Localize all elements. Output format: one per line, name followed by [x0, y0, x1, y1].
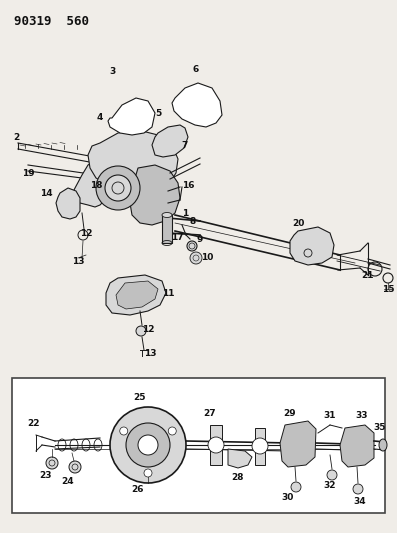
Polygon shape [108, 98, 155, 135]
Text: 28: 28 [232, 473, 244, 482]
Text: 29: 29 [284, 408, 296, 417]
Text: 27: 27 [204, 408, 216, 417]
Polygon shape [280, 421, 316, 467]
Circle shape [69, 461, 81, 473]
Circle shape [96, 166, 140, 210]
Text: 6: 6 [193, 64, 199, 74]
Text: 20: 20 [292, 219, 304, 228]
Polygon shape [255, 428, 265, 465]
Text: 10: 10 [201, 253, 213, 262]
Text: 22: 22 [28, 418, 40, 427]
Text: 35: 35 [374, 424, 386, 432]
Text: 90319  560: 90319 560 [14, 15, 89, 28]
Text: 13: 13 [72, 256, 84, 265]
Text: 1: 1 [182, 208, 188, 217]
Circle shape [46, 457, 58, 469]
Text: 14: 14 [40, 189, 52, 198]
Polygon shape [56, 188, 80, 219]
Polygon shape [116, 281, 158, 309]
Circle shape [144, 469, 152, 477]
Text: 9: 9 [197, 235, 203, 244]
Polygon shape [340, 425, 374, 467]
Text: 19: 19 [22, 168, 34, 177]
Polygon shape [88, 130, 178, 193]
Text: 18: 18 [90, 181, 102, 190]
Text: 16: 16 [182, 181, 194, 190]
Text: 13: 13 [144, 349, 156, 358]
Circle shape [190, 252, 202, 264]
Text: 17: 17 [171, 233, 183, 243]
Bar [12, 378, 385, 513]
Text: 24: 24 [62, 477, 74, 486]
Circle shape [120, 427, 128, 435]
Polygon shape [228, 449, 252, 468]
Circle shape [187, 241, 197, 251]
Text: 15: 15 [382, 286, 394, 295]
Text: 23: 23 [39, 472, 51, 481]
Text: 21: 21 [362, 271, 374, 279]
Polygon shape [210, 425, 222, 465]
Text: 33: 33 [356, 410, 368, 419]
Polygon shape [130, 165, 180, 225]
Text: 2: 2 [13, 133, 19, 142]
Circle shape [208, 437, 224, 453]
Circle shape [138, 435, 158, 455]
Polygon shape [172, 83, 222, 127]
Circle shape [136, 326, 146, 336]
Ellipse shape [162, 213, 172, 217]
Circle shape [126, 423, 170, 467]
Circle shape [252, 438, 268, 454]
Text: 4: 4 [97, 114, 103, 123]
Text: 32: 32 [324, 481, 336, 489]
Circle shape [168, 427, 176, 435]
Polygon shape [106, 275, 166, 315]
Text: 34: 34 [354, 497, 366, 505]
Text: 3: 3 [109, 67, 115, 76]
Circle shape [327, 470, 337, 480]
Text: 5: 5 [155, 109, 161, 117]
Text: 12: 12 [80, 229, 92, 238]
Circle shape [105, 175, 131, 201]
Text: 25: 25 [134, 392, 146, 401]
Text: 26: 26 [132, 486, 144, 495]
Circle shape [291, 482, 301, 492]
Polygon shape [162, 215, 172, 243]
Text: 7: 7 [182, 141, 188, 149]
Polygon shape [152, 125, 188, 157]
Polygon shape [72, 161, 110, 207]
Text: 11: 11 [162, 288, 174, 297]
Text: 30: 30 [282, 492, 294, 502]
Text: 12: 12 [142, 325, 154, 334]
Ellipse shape [379, 439, 387, 451]
Circle shape [353, 484, 363, 494]
Text: 31: 31 [324, 410, 336, 419]
Circle shape [110, 407, 186, 483]
Text: 8: 8 [190, 216, 196, 225]
Polygon shape [290, 227, 334, 265]
